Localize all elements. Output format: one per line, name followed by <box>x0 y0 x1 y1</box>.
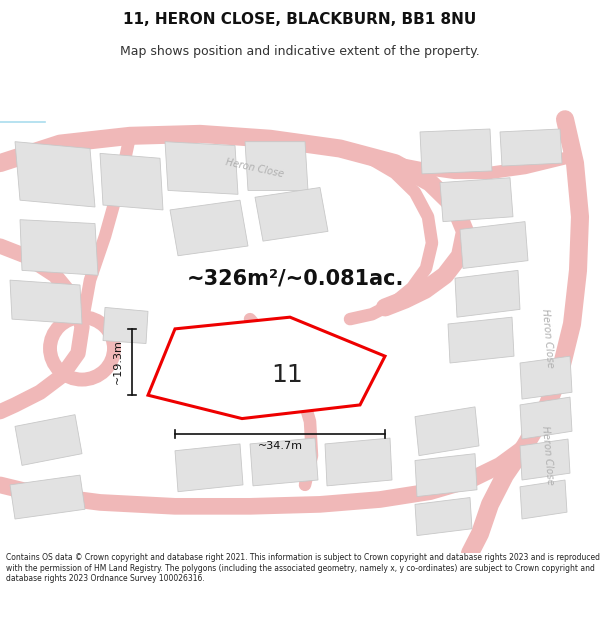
Polygon shape <box>250 438 318 486</box>
Polygon shape <box>460 222 528 268</box>
Polygon shape <box>15 414 82 466</box>
Polygon shape <box>455 271 520 317</box>
Text: Map shows position and indicative extent of the property.: Map shows position and indicative extent… <box>120 45 480 58</box>
Text: Heron Close: Heron Close <box>541 426 556 486</box>
Polygon shape <box>10 475 85 519</box>
Polygon shape <box>500 129 562 166</box>
Text: Heron Close: Heron Close <box>225 157 285 179</box>
Polygon shape <box>520 439 570 480</box>
Polygon shape <box>20 219 98 275</box>
Polygon shape <box>448 317 514 363</box>
Text: ~34.7m: ~34.7m <box>257 441 302 451</box>
Polygon shape <box>415 407 479 456</box>
Polygon shape <box>520 397 572 439</box>
Polygon shape <box>170 200 248 256</box>
Polygon shape <box>100 153 163 210</box>
Text: ~19.3m: ~19.3m <box>113 339 123 384</box>
Polygon shape <box>103 308 148 344</box>
Polygon shape <box>415 498 472 536</box>
Polygon shape <box>165 142 238 194</box>
Polygon shape <box>175 444 243 492</box>
Polygon shape <box>255 188 328 241</box>
Text: 11: 11 <box>271 363 302 387</box>
Polygon shape <box>10 280 82 324</box>
Polygon shape <box>15 142 95 207</box>
Text: Contains OS data © Crown copyright and database right 2021. This information is : Contains OS data © Crown copyright and d… <box>6 553 600 583</box>
Polygon shape <box>148 317 385 419</box>
Polygon shape <box>520 480 567 519</box>
Polygon shape <box>420 129 492 174</box>
Polygon shape <box>520 356 572 399</box>
Text: ~326m²/~0.081ac.: ~326m²/~0.081ac. <box>187 268 404 288</box>
Polygon shape <box>440 177 513 222</box>
Polygon shape <box>415 454 477 497</box>
Text: Heron Close: Heron Close <box>541 309 556 369</box>
Text: 11, HERON CLOSE, BLACKBURN, BB1 8NU: 11, HERON CLOSE, BLACKBURN, BB1 8NU <box>124 12 476 27</box>
Polygon shape <box>325 438 392 486</box>
Polygon shape <box>245 142 308 191</box>
